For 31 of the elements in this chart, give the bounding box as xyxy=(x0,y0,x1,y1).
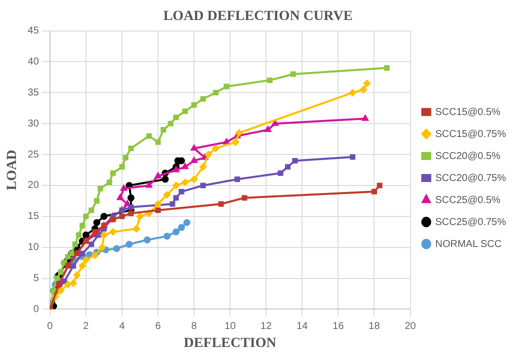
y-tick-label: 30 xyxy=(28,118,40,130)
legend-label: SCC15@0.5% xyxy=(435,106,501,118)
x-tick-label: 6 xyxy=(155,320,162,332)
y-tick-label: 10 xyxy=(28,242,40,254)
y-tick-label: 20 xyxy=(28,180,40,192)
legend-label: SCC25@0.5% xyxy=(435,194,501,206)
y-axis-title: LOAD xyxy=(5,150,20,190)
legend-label: SCC15@0.75% xyxy=(435,128,506,140)
y-tick-label: 15 xyxy=(28,211,40,222)
x-tick-label: 12 xyxy=(260,320,272,332)
y-tick-label: 25 xyxy=(28,149,40,160)
x-tick-label: 14 xyxy=(296,320,308,332)
y-tick-label: 45 xyxy=(28,26,40,37)
x-tick-label: 4 xyxy=(119,320,126,332)
legend-label: SCC25@0.75% xyxy=(435,216,506,228)
y-tick-label: 40 xyxy=(28,56,40,68)
x-tick-label: 20 xyxy=(404,320,416,332)
x-tick-label: 0 xyxy=(47,320,54,332)
x-tick-label: 16 xyxy=(332,320,344,332)
x-tick-label: 10 xyxy=(224,320,236,332)
x-tick-label: 2 xyxy=(83,320,90,332)
legend-label: SCC20@0.5% xyxy=(435,150,501,162)
x-tick-label: 8 xyxy=(191,320,198,332)
chart-title: LOAD DEFLECTION CURVE xyxy=(163,9,353,24)
legend-label: NORMAL SCC xyxy=(435,238,502,250)
legend-label: SCC20@0.75% xyxy=(435,172,506,184)
y-tick-label: 5 xyxy=(33,273,40,284)
y-tick-label: 0 xyxy=(33,304,40,315)
x-axis-title: DEFLECTION xyxy=(184,336,276,352)
x-tick-label: 18 xyxy=(368,320,380,332)
y-tick-label: 35 xyxy=(28,87,40,98)
